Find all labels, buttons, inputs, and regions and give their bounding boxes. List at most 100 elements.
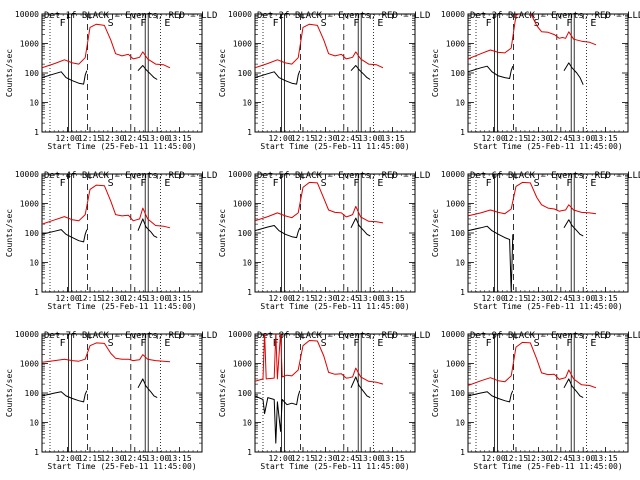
x-tick-label: 13:15 [381, 134, 405, 143]
x-tick-label: 12:15 [504, 134, 528, 143]
x-tick-label: 13:15 [168, 294, 192, 303]
x-tick-label: 13:00 [571, 294, 595, 303]
y-axis-label: Counts/sec [431, 369, 440, 417]
interval-marker-label: F [140, 338, 146, 349]
y-tick-label: 10000 [228, 330, 252, 339]
interval-marker-label: E [590, 18, 596, 29]
events-series-line [255, 217, 371, 239]
y-tick-label: 100 [25, 389, 40, 398]
x-tick-label: 12:30 [526, 454, 550, 463]
interval-marker-label: S [321, 338, 327, 349]
x-tick-label: 12:30 [100, 294, 124, 303]
x-tick-label: 13:00 [145, 134, 169, 143]
y-axis-label: Counts/sec [5, 209, 14, 257]
y-tick-label: 10000 [15, 170, 39, 179]
x-tick-label: 12:00 [269, 294, 293, 303]
x-tick-label: 12:45 [336, 454, 360, 463]
lld-series-line [468, 181, 597, 217]
lld-series-line [255, 181, 384, 224]
interval-marker-label: S [534, 338, 540, 349]
interval-marker-label: E [590, 178, 596, 189]
events-series-line [468, 378, 584, 403]
y-axis-label: Counts/sec [5, 49, 14, 97]
plot-frame [467, 173, 629, 293]
x-tick-label: 13:00 [358, 294, 382, 303]
interval-marker-label: F [140, 18, 146, 29]
x-tick-label: 12:15 [291, 134, 315, 143]
events-series-line [468, 62, 584, 85]
interval-marker-label: S [321, 18, 327, 29]
detector-panel-9: Det 9f BLACK = Events, RED = LLD 1 10 100 10… [431, 330, 640, 471]
y-tick-label: 100 [25, 229, 40, 238]
x-tick-label: 13:15 [168, 454, 192, 463]
panel-title: Det 9f BLACK = Events, RED = LLD [470, 331, 640, 341]
x-axis-label: Start Time (25-Feb-11 11:45:00) [47, 302, 196, 311]
y-tick-label: 1000 [20, 200, 39, 209]
x-tick-label: 12:15 [504, 454, 528, 463]
plot-frame [41, 13, 203, 133]
x-tick-label: 12:45 [549, 134, 573, 143]
x-tick-label: 12:45 [336, 294, 360, 303]
x-tick-label: 12:15 [78, 454, 102, 463]
detector-panel-5: Det 5f BLACK = Events, RED = LLD11010010… [218, 170, 430, 311]
y-tick-label: 1000 [446, 200, 465, 209]
y-tick-label: 10 [455, 259, 465, 268]
x-tick-label: 12:00 [482, 454, 506, 463]
interval-marker-label: E [164, 18, 170, 29]
detector-panel-4: Det 4f BLACK = Events, RED = LLD11010010… [5, 170, 217, 311]
y-tick-label: 1000 [233, 200, 252, 209]
interval-marker-label: S [534, 18, 540, 29]
x-tick-label: 12:45 [123, 294, 147, 303]
x-tick-label: 12:30 [100, 454, 124, 463]
y-tick-label: 10 [242, 419, 252, 428]
y-tick-label: 1000 [20, 40, 39, 49]
lld-series-line [255, 23, 384, 69]
x-tick-label: 12:00 [56, 454, 80, 463]
y-tick-label: 100 [238, 69, 253, 78]
interval-marker-label: F [353, 18, 359, 29]
y-tick-label: 1 [34, 128, 39, 137]
y-tick-label: 1 [460, 128, 465, 137]
y-axis-label: Counts/sec [218, 369, 227, 417]
y-tick-label: 100 [451, 389, 466, 398]
y-tick-label: 1000 [446, 40, 465, 49]
x-tick-label: 13:00 [145, 454, 169, 463]
x-axis-label: Start Time (25-Feb-11 11:45:00) [260, 462, 409, 471]
y-tick-label: 1000 [446, 360, 465, 369]
y-tick-label: 10 [29, 419, 39, 428]
x-tick-label: 12:45 [549, 294, 573, 303]
x-tick-label: 12:00 [269, 134, 293, 143]
x-tick-label: 12:30 [100, 134, 124, 143]
events-series-line [255, 65, 371, 85]
y-axis-label: Counts/sec [218, 209, 227, 257]
plot-frame [41, 173, 203, 293]
x-tick-label: 12:30 [313, 294, 337, 303]
y-tick-label: 1000 [20, 360, 39, 369]
x-tick-label: 13:00 [571, 134, 595, 143]
x-tick-label: 13:00 [571, 454, 595, 463]
detector-panel-1: Det 1f BLACK = Events, RED = LLD11010010… [5, 10, 217, 151]
y-tick-label: 100 [451, 229, 466, 238]
interval-marker-label: E [590, 338, 596, 349]
y-tick-label: 10000 [441, 330, 465, 339]
detector-panel-2: Det 2f BLACK = Events, RED = LLD11010010… [218, 10, 430, 151]
events-series-line [468, 219, 584, 292]
panel-title: Det 3f BLACK = Events, RED = LLD [470, 11, 640, 21]
events-series-line [255, 376, 371, 444]
x-tick-label: 13:15 [594, 134, 618, 143]
panel-title: Det 6f BLACK = Events, RED = LLD [470, 171, 640, 181]
y-tick-label: 1000 [233, 40, 252, 49]
interval-marker-label: F [273, 18, 279, 29]
y-tick-label: 1 [247, 288, 252, 297]
x-tick-label: 12:45 [549, 454, 573, 463]
lld-series-line [42, 23, 171, 69]
x-tick-label: 12:30 [313, 134, 337, 143]
detector-panel-6: Det 6f BLACK = Events, RED = LLD 1 10 100 10… [431, 170, 640, 311]
interval-marker-label: E [377, 178, 383, 189]
y-tick-label: 1 [460, 288, 465, 297]
x-axis-label: Start Time (25-Feb-11 11:45:00) [260, 302, 409, 311]
interval-marker-label: E [164, 178, 170, 189]
x-tick-label: 12:00 [269, 454, 293, 463]
y-axis-label: Counts/sec [218, 49, 227, 97]
